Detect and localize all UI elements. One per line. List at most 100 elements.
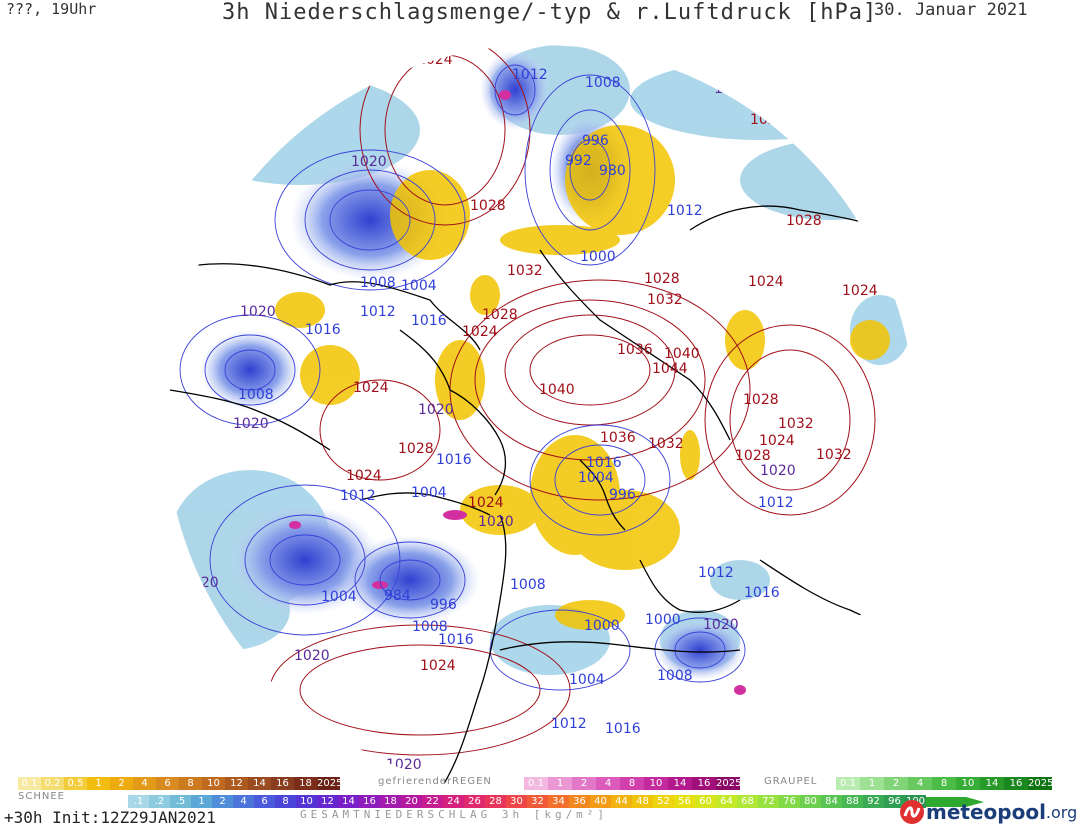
legend-swatch: 2 <box>572 777 596 790</box>
legend-swatch: 1 <box>548 777 572 790</box>
legend-swatch: 10 <box>202 777 225 790</box>
isobar-label: 1028 <box>398 441 434 457</box>
isobar-label: 1016 <box>605 721 641 737</box>
legend-swatch: 32 <box>527 795 548 808</box>
isobar-label: 1016 <box>438 632 474 648</box>
legend-swatch: 4 <box>133 777 156 790</box>
graupel-legend-bar: 0.1 1 2 4 8 10 14 16 2025+ <box>836 777 1062 790</box>
legend-swatch: 0.1 <box>524 777 548 790</box>
legend-swatch: 48 <box>632 795 653 808</box>
legend-swatch: 28 <box>485 795 506 808</box>
legend-swatch: 6 <box>254 795 275 808</box>
isobar-label: 1012 <box>551 716 587 732</box>
legend-swatch: 36 <box>569 795 590 808</box>
isobar-label: 1032 <box>778 416 814 432</box>
legend-swatch: 16 <box>359 795 380 808</box>
legend-swatch: 10 <box>956 777 980 790</box>
legend-swatch: 10 <box>644 777 668 790</box>
legend-swatch: .2 <box>149 795 170 808</box>
isobar-label: 1004 <box>401 278 437 294</box>
isobar-label: 1004 <box>321 589 357 605</box>
legend-swatch: 6 <box>156 777 179 790</box>
legend-swatch: 2025+ <box>716 777 750 790</box>
legend-swatch: 8 <box>620 777 644 790</box>
legend-swatch: 22 <box>422 795 443 808</box>
isobar-label: 1020 <box>760 463 796 479</box>
hemisphere-disk: 1024 1012 1008 1016 1020 1024 996 992 98… <box>165 45 915 795</box>
isobar-label: 1000 <box>580 249 616 265</box>
isobar-label: 996 <box>609 487 636 503</box>
legend-swatch: 68 <box>737 795 758 808</box>
isobar-label: 1008 <box>585 75 621 91</box>
isobar-label: 1024 <box>353 380 389 396</box>
legend-swatch: 76 <box>779 795 800 808</box>
location-label: ???, 19Uhr <box>6 0 97 18</box>
freezing-legend-bar: 0.1 1 2 4 8 10 14 16 2025+ <box>524 777 750 790</box>
isobars-high <box>269 45 876 756</box>
legend-swatch: 4 <box>233 795 254 808</box>
isobar-label: 1016 <box>436 452 472 468</box>
legend-swatch: 92 <box>863 795 884 808</box>
legend-arrow-icon <box>926 797 984 807</box>
isobar-label: 1004 <box>411 485 447 501</box>
legend-swatch: 18 <box>380 795 401 808</box>
legend-swatch: 52 <box>653 795 674 808</box>
legend-swatch: 18 <box>294 777 317 790</box>
isobar-label: 1012 <box>512 67 548 83</box>
isobar-label: 1040 <box>539 382 575 398</box>
isobar-label: 1028 <box>743 392 779 408</box>
isobars-low <box>179 64 746 691</box>
isobar-label: 1032 <box>648 436 684 452</box>
legend-swatch: 10 <box>296 795 317 808</box>
isobar-label: 1016 <box>744 585 780 601</box>
isobar-label: 1028 <box>786 213 822 229</box>
legend-swatch: 2 <box>110 777 133 790</box>
legend-swatch: 24 <box>443 795 464 808</box>
legend-swatch: 8 <box>932 777 956 790</box>
legend-swatch: .1 <box>128 795 149 808</box>
meteopool-logo[interactable]: meteopool .org <box>898 798 1077 826</box>
legend-swatch: 1 <box>191 795 212 808</box>
init-time: +30h Init:12Z29JAN2021 <box>4 808 216 827</box>
isobar-label: 1016 <box>586 455 622 471</box>
legend-swatch: 2 <box>212 795 233 808</box>
legend-swatch: 80 <box>800 795 821 808</box>
isobar-label: 996 <box>582 133 609 149</box>
isobar-label: 1020 <box>386 757 422 773</box>
legend-swatch: 34 <box>548 795 569 808</box>
isobar-label: 1028 <box>470 198 506 214</box>
legend-swatch: 16 <box>692 777 716 790</box>
brand-suffix: .org <box>1045 802 1078 822</box>
isobar-label: 1020 <box>478 514 514 530</box>
isobar-label: 1024 <box>842 283 878 299</box>
isobar-label: 1020 <box>703 761 739 777</box>
legend-swatch: 4 <box>596 777 620 790</box>
legend-swatch: 12 <box>317 795 338 808</box>
legend-swatch: 88 <box>842 795 863 808</box>
snow-legend-label: SCHNEE <box>18 791 65 802</box>
isobar-label: 1008 <box>412 619 448 635</box>
isobar-label: 1024 <box>346 468 382 484</box>
legend-swatch: 16 <box>1004 777 1028 790</box>
isobar-label: 980 <box>599 163 626 179</box>
isobar-label: 1032 <box>816 447 852 463</box>
isobar-label: 1000 <box>584 618 620 634</box>
snow-areas <box>275 125 890 630</box>
legend-swatch: 4 <box>908 777 932 790</box>
isobar-label: 984 <box>384 588 411 604</box>
isobar-label: 1008 <box>360 275 396 291</box>
legend-swatch: 30 <box>506 795 527 808</box>
isobar-label: 1012 <box>360 304 396 320</box>
isobar-label: 1040 <box>664 346 700 362</box>
isobar-label: 1036 <box>617 342 653 358</box>
isobar-label: 1020 <box>703 617 739 633</box>
isobar-label: 1024 <box>759 433 795 449</box>
isobar-label: 1020 <box>233 416 269 432</box>
legend-swatch: 0.5 <box>64 777 87 790</box>
legend-swatch: 20 <box>401 795 422 808</box>
legend-swatch: 0.2 <box>41 777 64 790</box>
meteopool-logo-icon <box>900 800 924 824</box>
legend-swatch: .5 <box>170 795 191 808</box>
isobar-label: 1012 <box>758 495 794 511</box>
